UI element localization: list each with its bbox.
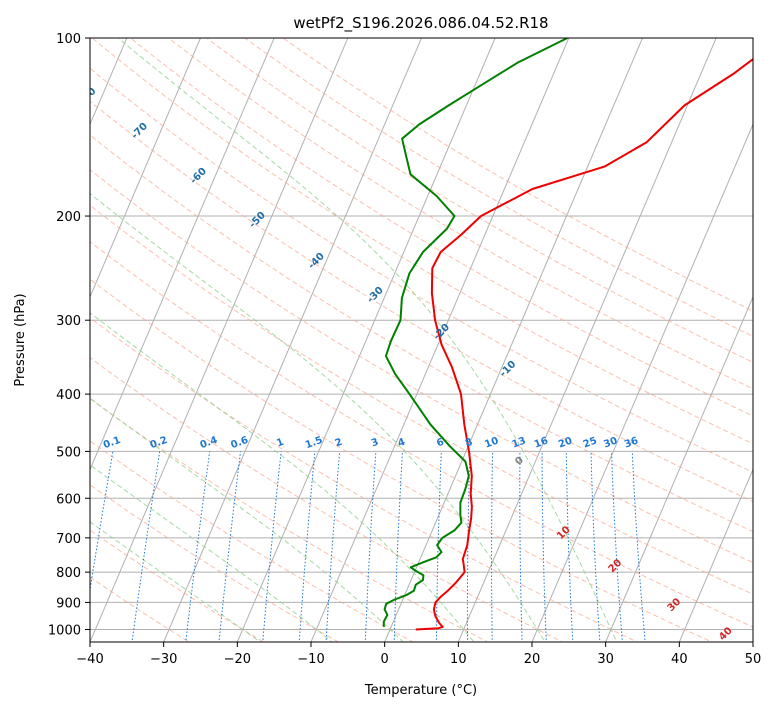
x-tick-label: −30 [150,652,177,667]
x-tick-label: 30 [597,652,614,667]
y-tick-label: 100 [56,32,81,47]
y-tick-label: 500 [56,445,81,460]
x-axis-label: Temperature (°C) [364,683,477,698]
x-tick-label: 50 [745,652,762,667]
x-tick-label: 10 [450,652,467,667]
x-tick-label: 40 [671,652,688,667]
x-tick-label: −20 [224,652,251,667]
x-tick-label: −40 [76,652,103,667]
x-tick-label: 0 [381,652,389,667]
y-tick-label: 800 [56,566,81,581]
y-tick-label: 700 [56,532,81,547]
y-tick-label: 600 [56,492,81,507]
y-tick-label: 200 [56,210,81,225]
x-tick-label: −10 [297,652,324,667]
y-axis-label: Pressure (hPa) [13,293,28,386]
y-tick-label: 900 [56,596,81,611]
x-tick-label: 20 [524,652,541,667]
y-tick-label: 400 [56,388,81,403]
y-tick-label: 1000 [48,623,81,638]
chart-title: wetPf2_S196.2026.086.04.52.R18 [293,14,548,33]
y-tick-label: 300 [56,314,81,329]
